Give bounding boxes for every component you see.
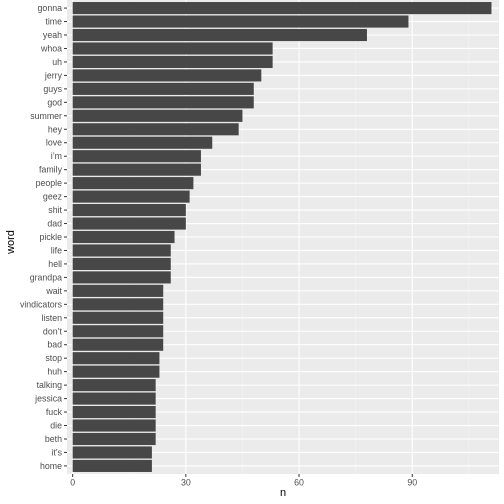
bar-27 [72, 365, 160, 378]
bar-13 [72, 177, 194, 190]
x-tick-label: 90 [407, 478, 417, 488]
bar-28 [72, 379, 156, 392]
y-tick-label: don’t [43, 326, 63, 336]
bar-6 [72, 82, 254, 95]
bar-4 [72, 55, 273, 69]
bar-23 [72, 311, 164, 324]
bar-9 [72, 123, 239, 136]
bar-32 [72, 432, 156, 446]
x-tick-label: 0 [70, 478, 75, 488]
bar-22 [72, 298, 164, 311]
y-tick-label: fuck [46, 407, 63, 417]
y-tick-label: summer [30, 111, 62, 121]
y-tick-label: life [51, 245, 62, 255]
bars [72, 2, 492, 472]
y-tick-label: yeah [43, 30, 62, 40]
bar-16 [72, 217, 186, 230]
bar-12 [72, 163, 201, 176]
y-axis-title: word [5, 230, 17, 255]
y-tick-label: i’m [51, 151, 62, 161]
bar-31 [72, 419, 156, 432]
y-tick-label: uh [52, 57, 62, 67]
bar-19 [72, 257, 171, 270]
y-tick-label: listen [41, 313, 62, 323]
x-axis-title: n [280, 487, 286, 499]
y-tick-label: people [36, 178, 63, 188]
y-tick-label: hell [48, 259, 62, 269]
y-tick-label: geez [43, 192, 62, 202]
y-tick-label: time [45, 17, 62, 27]
bar-7 [72, 96, 254, 109]
bar-21 [72, 284, 164, 297]
bar-33 [72, 446, 152, 459]
y-tick-label: god [47, 97, 62, 107]
bar-30 [72, 405, 156, 419]
bar-24 [72, 325, 164, 338]
bar-11 [72, 150, 201, 163]
bar-18 [72, 244, 171, 257]
bar-15 [72, 204, 186, 217]
y-tick-label: grandpa [30, 272, 62, 282]
bar-5 [72, 69, 262, 82]
bar-10 [72, 136, 213, 149]
bar-25 [72, 338, 164, 351]
bar-17 [72, 230, 175, 244]
y-tick-label: stop [45, 353, 62, 363]
bar-1 [72, 15, 409, 28]
y-tick-label: beth [45, 434, 62, 444]
y-tick-label: pickle [40, 232, 63, 242]
y-tick-label: shit [48, 205, 62, 215]
x-axis: 0 30 60 90 [70, 474, 417, 488]
y-tick-label: dad [47, 219, 62, 229]
bar-26 [72, 352, 160, 365]
bar-0 [72, 2, 492, 15]
y-tick-label: talking [37, 380, 63, 390]
y-tick-label: wait [45, 286, 62, 296]
y-tick-label: jessica [34, 394, 62, 404]
y-tick-label: home [40, 461, 62, 471]
y-tick-label: guys [43, 84, 62, 94]
bar-34 [72, 459, 152, 472]
bar-8 [72, 109, 243, 122]
bar-2 [72, 28, 367, 42]
bar-29 [72, 392, 156, 405]
bar-20 [72, 271, 171, 284]
y-tick-label: family [39, 165, 63, 175]
y-tick-label: gonna [38, 3, 63, 13]
y-tick-label: it’s [51, 447, 62, 457]
y-tick-label: bad [47, 340, 62, 350]
y-tick-label: vindicators [20, 299, 63, 309]
y-tick-label: love [46, 138, 62, 148]
y-tick-label: huh [47, 367, 62, 377]
y-tick-label: whoa [40, 43, 62, 53]
y-axis: gonna time yeah whoa uh jerry guys god summer hey… [20, 3, 67, 471]
y-tick-label: hey [48, 124, 63, 134]
bar-3 [72, 42, 273, 55]
x-tick-label: 30 [181, 478, 191, 488]
bar-14 [72, 190, 190, 203]
y-tick-label: jerry [44, 70, 63, 80]
x-tick-label: 60 [294, 478, 304, 488]
y-tick-label: die [50, 421, 62, 431]
